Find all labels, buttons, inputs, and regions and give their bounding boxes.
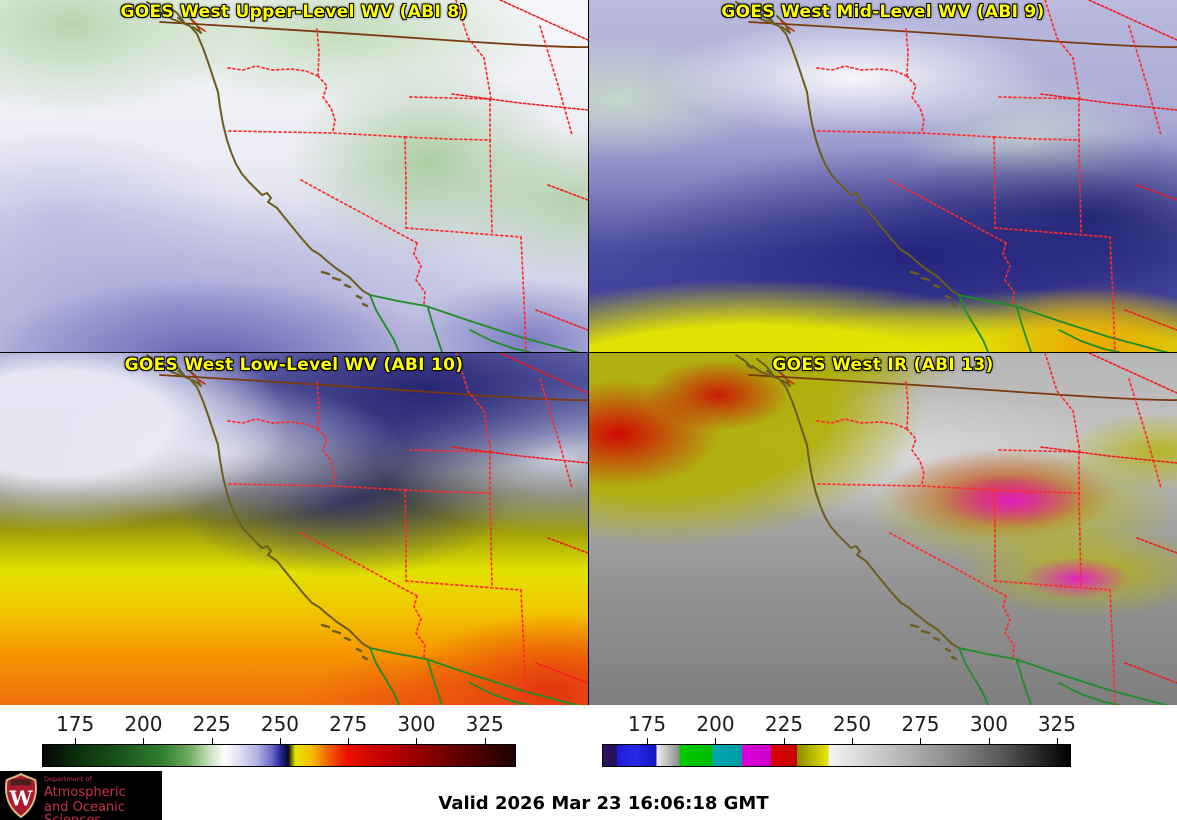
logo-line-1: Atmospheric: [44, 784, 126, 800]
tick-label: 175: [627, 712, 667, 736]
footer: 175 200 225 250 275 300 325 175 200 225 …: [0, 705, 1177, 820]
wv-colorbar-ticks: [42, 738, 516, 744]
tick-label: 300: [969, 712, 1009, 736]
wv-colorbar-gradient: [42, 744, 516, 767]
logo-dept-line: Department of: [44, 775, 92, 783]
tick-label: 200: [696, 712, 735, 736]
logo-line-2: and Oceanic Sciences: [44, 799, 125, 820]
ir-colorbar-gradient: [602, 744, 1071, 767]
map-overlay-icon: [145, 353, 588, 705]
map-overlay-icon: [734, 353, 1177, 705]
ir-colorbar-ticks: [602, 738, 1071, 744]
ir-colorbar: 175 200 225 250 275 300 325: [602, 712, 1076, 768]
map-overlay-icon: [145, 0, 588, 352]
panel-title-upper-wv: GOES West Upper-Level WV (ABI 8): [120, 2, 468, 22]
aos-logo-text: Department of Atmospheric and Oceanic Sc…: [44, 776, 162, 820]
panel-low-level-wv: GOES West Low-Level WV (ABI 10): [0, 353, 588, 705]
panel-title-mid-wv: GOES West Mid-Level WV (ABI 9): [721, 2, 1045, 22]
tick-label: 250: [832, 712, 872, 736]
map-overlay-icon: [734, 0, 1177, 352]
tick-label: 175: [56, 712, 95, 736]
panel-title-low-wv: GOES West Low-Level WV (ABI 10): [124, 355, 464, 375]
tick-label: 225: [764, 712, 804, 736]
panel-upper-level-wv: GOES West Upper-Level WV (ABI 8): [0, 0, 588, 352]
valid-time: Valid 2026 Mar 23 16:06:18 GMT: [438, 793, 769, 814]
svg-text:W: W: [9, 787, 34, 811]
panel-mid-level-wv: GOES West Mid-Level WV (ABI 9): [589, 0, 1177, 352]
panel-title-ir: GOES West IR (ABI 13): [772, 355, 994, 375]
tick-label: 200: [124, 712, 163, 736]
tick-label: 250: [260, 712, 300, 736]
aos-logo: W Department of Atmospheric and Oceanic …: [0, 771, 162, 820]
wv-colorbar-labels: 175 200 225 250 275 300 325: [42, 712, 516, 738]
tick-label: 325: [1037, 712, 1077, 736]
tick-label: 275: [901, 712, 940, 736]
tick-label: 325: [465, 712, 504, 736]
wv-colorbar: 175 200 225 250 275 300 325: [42, 712, 516, 768]
tick-label: 225: [192, 712, 231, 736]
ir-colorbar-labels: 175 200 225 250 275 300 325: [602, 712, 1076, 738]
tick-label: 275: [329, 712, 368, 736]
tick-label: 300: [397, 712, 436, 736]
panel-ir: GOES West IR (ABI 13): [589, 353, 1177, 705]
uw-crest-icon: W: [5, 773, 37, 818]
